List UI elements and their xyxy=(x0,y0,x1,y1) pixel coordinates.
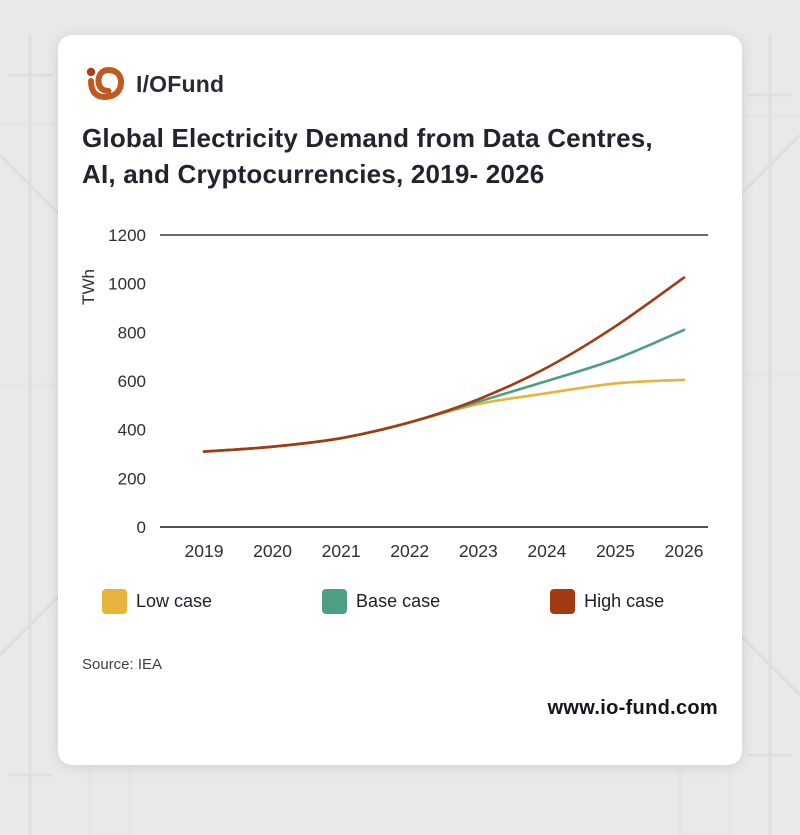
y-axis-label: TWh xyxy=(82,269,98,305)
legend-label-low-case: Low case xyxy=(136,590,213,611)
legend-item-low-case: Low case xyxy=(102,588,213,614)
series-line-base-case xyxy=(202,328,686,453)
logo: I/OFund xyxy=(82,63,718,105)
page-title: Global Electricity Demand from Data Cent… xyxy=(82,121,718,193)
logo-text: I/OFund xyxy=(136,70,225,97)
x-tick-label: 2021 xyxy=(322,541,361,561)
series-line-low-case xyxy=(202,378,686,453)
source-note: Source: IEA xyxy=(82,655,163,673)
website-link[interactable]: www.io-fund.com xyxy=(547,696,718,719)
legend-item-base-case: Base case xyxy=(322,588,441,614)
y-tick-label: 800 xyxy=(118,323,146,342)
x-tick-label: 2024 xyxy=(527,541,566,561)
line-chart: 0 200 400 600 800 1000 1200 2019 2020 2021 2022 202… xyxy=(79,221,718,571)
y-tick-label: 1000 xyxy=(108,274,146,293)
x-tick-label: 2019 xyxy=(185,541,224,561)
x-tick-label: 2026 xyxy=(665,541,704,561)
y-tick-label: 400 xyxy=(118,420,146,439)
x-tick-label: 2020 xyxy=(253,541,292,561)
series-line-high-case xyxy=(202,276,686,453)
y-tick-label: 600 xyxy=(118,372,146,391)
legend-swatch-high-case xyxy=(550,588,576,614)
iofund-logo-icon xyxy=(82,66,126,102)
chart-canvas: 0 200 400 600 800 1000 1200 2019 2020 2021 2022 202… xyxy=(79,226,708,561)
x-tick-label: 2025 xyxy=(596,541,635,561)
x-tick-label: 2022 xyxy=(390,541,429,561)
legend-label-base-case: Base case xyxy=(356,590,441,611)
title-line-2: AI, and Cryptocurrencies, 2019- 2026 xyxy=(82,158,545,189)
y-tick-label: 200 xyxy=(118,469,146,488)
x-tick-label: 2023 xyxy=(459,541,498,561)
infographic-card: I/OFund Global Electricity Demand from D… xyxy=(58,35,742,765)
legend-label-high-case: High case xyxy=(584,590,665,611)
title-line-1: Global Electricity Demand from Data Cent… xyxy=(82,123,653,153)
legend-item-high-case: High case xyxy=(550,588,665,614)
y-tick-label: 0 xyxy=(137,518,146,537)
chart-legend: Low case Base case High case xyxy=(82,588,718,614)
legend-swatch-low-case xyxy=(102,588,127,614)
legend-swatch-base-case xyxy=(322,588,348,614)
y-tick-label: 1200 xyxy=(108,226,146,245)
